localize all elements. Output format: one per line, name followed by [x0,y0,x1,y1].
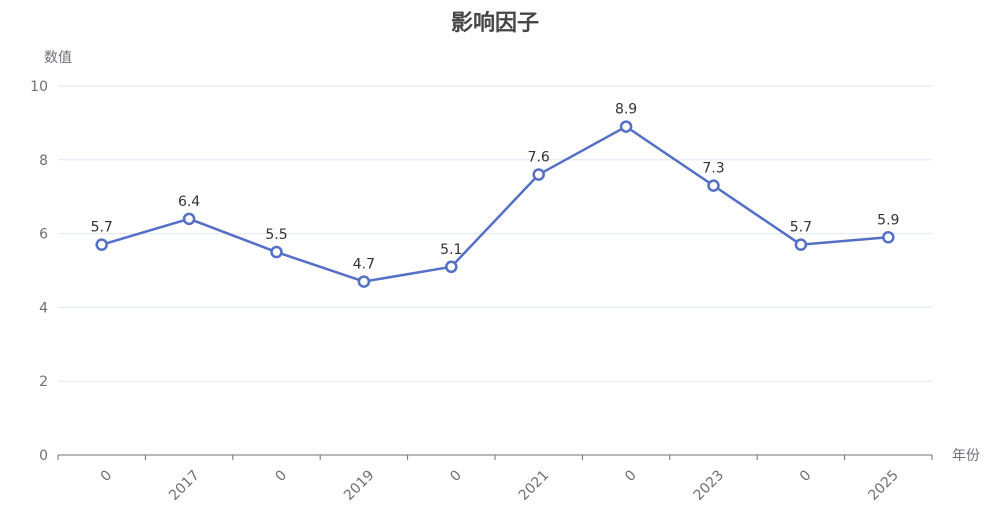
data-value-label: 5.7 [91,220,113,236]
data-value-label: 8.9 [615,102,637,118]
series-line-path [101,125,889,283]
x-tick-label: 2017 [166,467,203,504]
x-tick-label: 2019 [341,467,378,504]
data-point-marker[interactable] [270,245,283,259]
x-tick-label: 2023 [691,467,728,504]
x-tick-label: 0 [447,467,465,485]
x-tick-label: 2025 [865,467,902,504]
x-axis: 0 2017 0 2019 0 2021 0 2023 0 2025 [57,454,933,504]
y-tick-label: 2 [39,374,48,390]
data-value-label: 4.7 [353,257,375,273]
data-point-marker[interactable] [95,238,108,251]
data-point-marker[interactable] [182,212,196,226]
x-axis-name: 年份 [952,448,980,464]
y-tick-label: 10 [30,79,48,95]
data-value-label: 7.3 [702,161,724,177]
y-tick-label: 4 [39,300,48,316]
x-tick-label: 0 [622,467,640,485]
data-point-marker[interactable] [357,275,371,288]
grid-lines [58,85,932,382]
data-labels: 5.7 6.4 5.5 4.7 5.1 7.6 8.9 7.3 5.7 5.9 [91,102,900,273]
data-points [95,120,895,288]
x-tick-label: 0 [272,467,290,485]
data-point-marker[interactable] [619,120,633,133]
y-tick-label: 0 [39,448,48,464]
y-tick-label: 6 [39,227,48,243]
data-point-marker[interactable] [794,238,808,251]
data-point-marker[interactable] [532,168,545,181]
data-point-marker[interactable] [445,260,458,274]
data-value-label: 5.1 [440,242,462,258]
x-tick-label: 2021 [516,467,553,504]
data-value-label: 5.7 [790,220,812,236]
data-value-label: 5.9 [877,212,899,228]
chart-title: 影响因子 [451,10,539,36]
data-value-label: 6.4 [178,194,200,210]
data-value-label: 7.6 [528,150,550,166]
series-line [101,125,889,283]
data-point-marker[interactable] [707,179,720,192]
y-axis-labels: 0 2 4 6 8 10 [30,79,48,464]
x-tick-label: 0 [98,467,116,485]
x-tick-label: 0 [797,467,815,485]
y-axis-name: 数值 [44,50,72,66]
data-point-marker[interactable] [882,231,895,244]
y-tick-label: 8 [39,153,48,169]
data-value-label: 5.5 [265,227,287,243]
